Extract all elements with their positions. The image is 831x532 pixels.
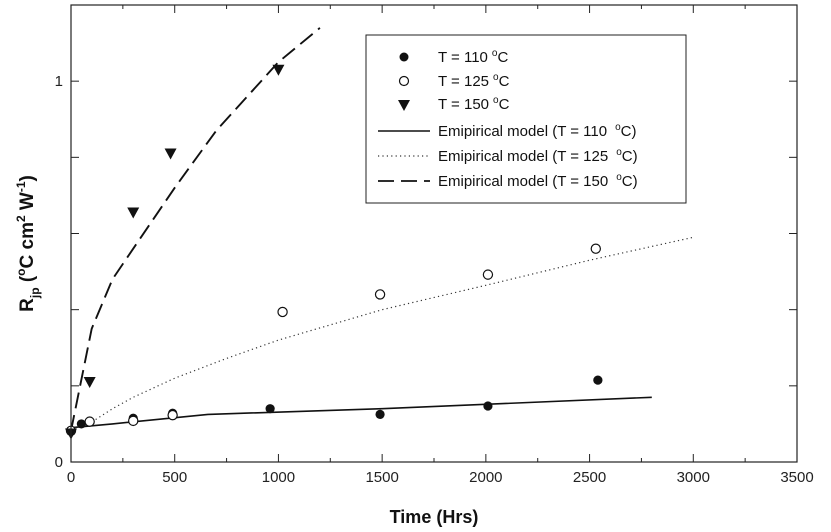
data-point-t125 [84, 416, 95, 427]
y-axis-title-unit-w: W [17, 192, 38, 215]
x-tick-label: 1500 [365, 469, 398, 486]
legend-unit-t150: C [499, 96, 510, 113]
legend-label-model-110: Emipirical model (T = 110 oC) [438, 122, 637, 140]
legend-item-model-150: Emipirical model (T = 150 oC) [378, 172, 638, 190]
legend-unit-t125: C [499, 73, 510, 90]
y-axis-title-inverse: -1 [14, 181, 28, 192]
legend-unit-model-110: C) [621, 123, 637, 140]
y-axis-title-degree: o [14, 269, 28, 276]
legend-label-model-125-text: Emipirical model (T = 125 [438, 148, 608, 165]
x-tick-label: 3000 [677, 469, 710, 486]
data-point-t110 [593, 375, 603, 385]
legend-label-t110-text: T = 110 [438, 49, 488, 66]
data-point-t125 [167, 409, 178, 421]
x-tick-label: 3500 [780, 469, 813, 486]
data-point-t110 [483, 401, 493, 411]
legend-degree-model-125: o [616, 147, 622, 158]
y-tick-label: 0 [55, 454, 63, 471]
data-point-t110 [375, 409, 385, 419]
legend-label-t125: T = 125 oC [438, 72, 510, 90]
y-axis-title: Rjp (oC cm2 W-1) [14, 175, 42, 312]
legend-label-t110: T = 110 oC [438, 48, 508, 66]
data-point-t125 [128, 415, 139, 427]
x-tick-label: 1000 [262, 469, 295, 486]
legend-label-t150-text: T = 150 [438, 96, 489, 113]
legend-box [365, 34, 687, 204]
legend-marker-filled-triangle [398, 100, 410, 111]
legend-degree-model-150: o [616, 172, 622, 183]
data-points-layer [65, 64, 603, 440]
legend-item-model-125: Emipirical model (T = 125 oC) [378, 147, 638, 165]
model-line-solid [70, 396, 652, 429]
legend-label-model-150: Emipirical model (T = 150 oC) [438, 172, 638, 190]
legend-item-t150: T = 150 oC [398, 95, 510, 113]
legend-degree-t125: o [493, 72, 499, 83]
y-tick-label: 1 [55, 73, 63, 90]
legend-unit-t110: C [497, 49, 508, 66]
x-tick-label: 0 [67, 469, 75, 486]
legend-marker-filled-circle [399, 52, 409, 62]
legend-degree-t110: o [492, 48, 498, 59]
model-line-dashed [70, 27, 321, 431]
legend-label-model-125: Emipirical model (T = 125 oC) [438, 147, 638, 165]
y-axis-title-base: R [17, 298, 38, 312]
data-point-t110 [265, 404, 275, 414]
x-tick-label: 500 [162, 469, 187, 486]
legend-unit-model-150: C) [622, 173, 638, 190]
legend-marker-open-circle [398, 75, 410, 87]
legend-label-t125-text: T = 125 [438, 73, 489, 90]
legend-label-model-110-text: Emipirical model (T = 110 [438, 123, 607, 140]
legend-item-t125: T = 125 oC [398, 72, 510, 90]
legend: T = 110 oC T = 125 oC T = 150 oC Emipirical… [365, 34, 687, 204]
data-point-t150 [83, 377, 96, 389]
data-point-t150 [127, 207, 140, 219]
y-axis-title-open: ( [17, 275, 38, 287]
axis-ticks-layer: 0 500 1000 1500 2000 2500 3000 3500 0 1 [55, 4, 814, 486]
data-point-t125 [277, 306, 288, 318]
data-point-t110 [76, 419, 86, 429]
y-axis-title-unit-c: C cm [17, 222, 38, 268]
y-axis-title-close: ) [17, 175, 38, 181]
data-point-t150 [272, 64, 285, 76]
y-axis-title-squared: 2 [14, 215, 28, 222]
y-axis-title-subscript: jp [28, 287, 42, 299]
legend-item-model-110: Emipirical model (T = 110 oC) [378, 122, 637, 140]
legend-label-model-150-text: Emipirical model (T = 150 [438, 173, 608, 190]
data-point-t150 [164, 148, 177, 160]
legend-item-t110: T = 110 oC [399, 48, 508, 66]
data-point-t125 [374, 289, 386, 300]
model-lines-layer [70, 27, 694, 431]
data-point-t125 [482, 269, 494, 280]
legend-label-t150: T = 150 oC [438, 95, 510, 113]
legend-degree-model-110: o [615, 122, 621, 133]
x-tick-label: 2500 [573, 469, 606, 486]
x-tick-label: 2000 [469, 469, 502, 486]
legend-unit-model-125: C) [622, 148, 638, 165]
x-axis-title: Time (Hrs) [390, 507, 479, 527]
data-point-t125 [590, 243, 601, 254]
legend-degree-t150: o [493, 95, 499, 106]
